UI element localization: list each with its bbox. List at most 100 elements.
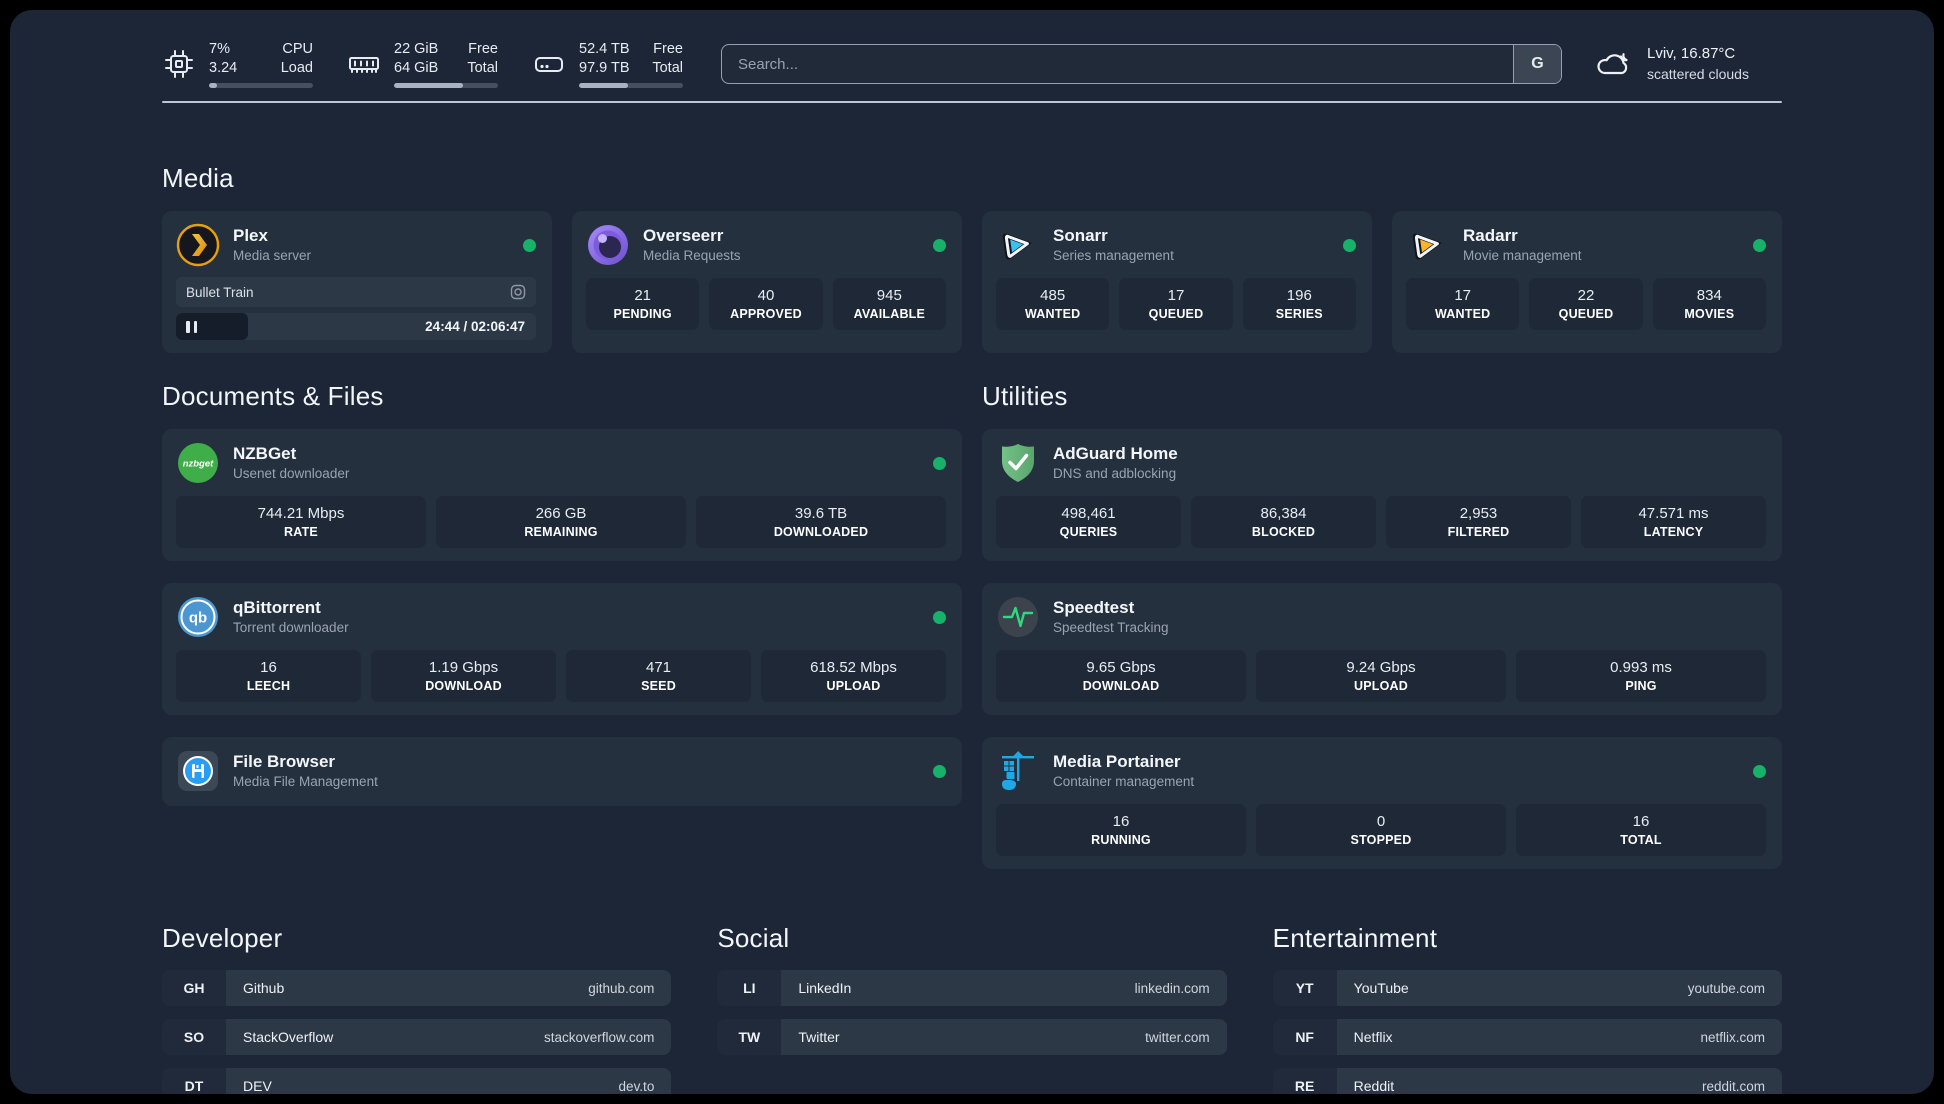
app-description: Media server bbox=[233, 248, 312, 263]
bookmark-url: linkedin.com bbox=[1134, 980, 1210, 996]
stat-value: 2,953 bbox=[1459, 505, 1498, 522]
sonarr-icon bbox=[1002, 233, 1032, 260]
app-description: Series management bbox=[1053, 248, 1174, 263]
app-name: qBittorrent bbox=[233, 598, 321, 617]
stat-label: DOWNLOAD bbox=[1082, 679, 1160, 693]
adguard-icon bbox=[1002, 444, 1034, 482]
status-dot bbox=[1753, 764, 1766, 778]
search-engine-button[interactable]: G bbox=[1513, 45, 1561, 83]
stat-block: 21 PENDING bbox=[586, 278, 700, 330]
portainer-card[interactable]: Media Portainer Container management 16 … bbox=[982, 737, 1782, 869]
stat-label: UPLOAD bbox=[1354, 679, 1408, 693]
nzbget-card[interactable]: nzbget NZBGet Usenet downloader 744.21 M… bbox=[162, 429, 962, 561]
stat-block: 744.21 Mbps RATE bbox=[176, 496, 426, 548]
stat-block: 17 QUEUED bbox=[1119, 278, 1233, 330]
stat-block: 945 AVAILABLE bbox=[832, 278, 946, 330]
weather-widget: Lviv, 16.87°C scattered clouds bbox=[1592, 43, 1782, 85]
disk-icon bbox=[535, 57, 563, 72]
stat-value: 16 bbox=[260, 659, 277, 676]
bookmark-reddit[interactable]: RE Reddit reddit.com bbox=[1272, 1068, 1782, 1094]
ram-icon bbox=[349, 57, 379, 73]
stat-value: 1.19 Gbps bbox=[428, 659, 499, 676]
stat-value: 22 bbox=[1577, 287, 1595, 304]
overseerr-card[interactable]: Overseerr Media Requests 21 PENDING 40 A… bbox=[572, 211, 962, 353]
stat-value: 618.52 Mbps bbox=[810, 659, 897, 676]
svg-text:qb: qb bbox=[189, 610, 207, 627]
cloud-icon bbox=[1597, 53, 1628, 75]
stat-value: 9.24 Gbps bbox=[1346, 659, 1416, 676]
stat-label: SEED bbox=[641, 679, 676, 693]
overseerr-icon bbox=[588, 225, 628, 265]
status-dot bbox=[933, 764, 946, 778]
bookmark-twitter[interactable]: TW Twitter twitter.com bbox=[717, 1019, 1227, 1055]
app-name: Sonarr bbox=[1053, 226, 1108, 245]
ram-progress-fill bbox=[394, 83, 463, 88]
bookmark-name: DEV bbox=[243, 1078, 272, 1094]
stat-block: 196 SERIES bbox=[1242, 278, 1356, 330]
stat-label: SERIES bbox=[1275, 307, 1323, 321]
bookmark-linkedin[interactable]: LI LinkedIn linkedin.com bbox=[717, 970, 1227, 1006]
stat-label: FILTERED bbox=[1447, 525, 1510, 539]
stat-label: LATENCY bbox=[1643, 525, 1704, 539]
pause-icon[interactable] bbox=[186, 320, 197, 333]
adguard-card[interactable]: AdGuard Home DNS and adblocking 498,461 … bbox=[982, 429, 1782, 561]
bookmark-stackoverflow[interactable]: SO StackOverflow stackoverflow.com bbox=[162, 1019, 672, 1055]
cpu-load-label: Load bbox=[280, 60, 313, 76]
app-name: NZBGet bbox=[233, 444, 297, 463]
filebrowser-card[interactable]: File Browser Media File Management bbox=[162, 737, 962, 806]
stat-value: 485 bbox=[1040, 287, 1066, 304]
section-title-developer: Developer bbox=[162, 923, 283, 953]
app-name: Speedtest bbox=[1053, 598, 1135, 617]
bookmark-name: Netflix bbox=[1353, 1029, 1393, 1045]
section-title-entertainment: Entertainment bbox=[1272, 923, 1438, 953]
stat-label: RATE bbox=[284, 525, 318, 539]
stat-block: 2,953 FILTERED bbox=[1386, 496, 1571, 548]
bookmark-netflix[interactable]: NF Netflix netflix.com bbox=[1272, 1019, 1782, 1055]
app-name: Overseerr bbox=[643, 226, 724, 245]
plex-card[interactable]: Plex Media server Bullet Train bbox=[162, 211, 552, 353]
bookmarks-developer: Developer GH Github github.com SO StackO… bbox=[162, 923, 672, 1094]
status-dot bbox=[933, 610, 946, 624]
stat-value: 0 bbox=[1376, 813, 1386, 830]
now-playing-row: Bullet Train bbox=[176, 277, 536, 307]
app-description: Torrent downloader bbox=[233, 620, 349, 635]
bookmark-github[interactable]: GH Github github.com bbox=[162, 970, 672, 1006]
bookmark-url: dev.to bbox=[618, 1078, 655, 1094]
ram-total-value: 64 GiB bbox=[394, 60, 439, 76]
speedtest-card[interactable]: Speedtest Speedtest Tracking 9.65 Gbps D… bbox=[982, 583, 1782, 715]
disk-total-value: 97.9 TB bbox=[579, 60, 630, 76]
media-type-icon bbox=[510, 284, 526, 300]
stat-label: AVAILABLE bbox=[853, 307, 926, 321]
bookmark-url: twitter.com bbox=[1145, 1029, 1210, 1045]
sonarr-card[interactable]: Sonarr Series management 485 WANTED 17 Q… bbox=[982, 211, 1372, 353]
stat-value: 498,461 bbox=[1061, 505, 1116, 522]
app-description: Container management bbox=[1053, 774, 1195, 789]
bookmark-name: LinkedIn bbox=[798, 980, 852, 996]
app-description: Media File Management bbox=[233, 774, 378, 789]
search-input[interactable] bbox=[722, 45, 1513, 83]
stat-value: 40 bbox=[757, 287, 775, 304]
weather-location-temp: Lviv, 16.87°C bbox=[1647, 45, 1736, 62]
ram-free-value: 22 GiB bbox=[394, 41, 439, 57]
stat-value: 266 GB bbox=[535, 505, 587, 522]
bookmark-youtube[interactable]: YT YouTube youtube.com bbox=[1272, 970, 1782, 1006]
cpu-value: 7% bbox=[209, 41, 230, 57]
stat-block: 17 WANTED bbox=[1406, 278, 1520, 330]
stat-value: 945 bbox=[876, 287, 902, 304]
stat-label: REMAINING bbox=[524, 525, 598, 539]
qbittorrent-card[interactable]: qb qBittorrent Torrent downloader 16 LEE… bbox=[162, 583, 962, 715]
cpu-progress-fill bbox=[209, 83, 218, 88]
radarr-card[interactable]: Radarr Movie management 17 WANTED 22 QUE… bbox=[1392, 211, 1782, 353]
stat-block: 16 RUNNING bbox=[996, 804, 1246, 856]
stat-label: MOVIES bbox=[1684, 307, 1735, 321]
stat-label: PENDING bbox=[613, 307, 672, 321]
stat-value: 21 bbox=[634, 287, 651, 304]
bookmark-name: Reddit bbox=[1353, 1078, 1395, 1094]
disk-free-label: Free bbox=[653, 41, 683, 57]
disk-progress-fill bbox=[579, 83, 628, 88]
bookmark-dev[interactable]: DT DEV dev.to bbox=[162, 1068, 672, 1094]
stat-block: 498,461 QUERIES bbox=[996, 496, 1181, 548]
app-description: Media Requests bbox=[643, 248, 741, 263]
bookmark-url: stackoverflow.com bbox=[544, 1029, 655, 1045]
stat-value: 9.65 Gbps bbox=[1086, 659, 1156, 676]
